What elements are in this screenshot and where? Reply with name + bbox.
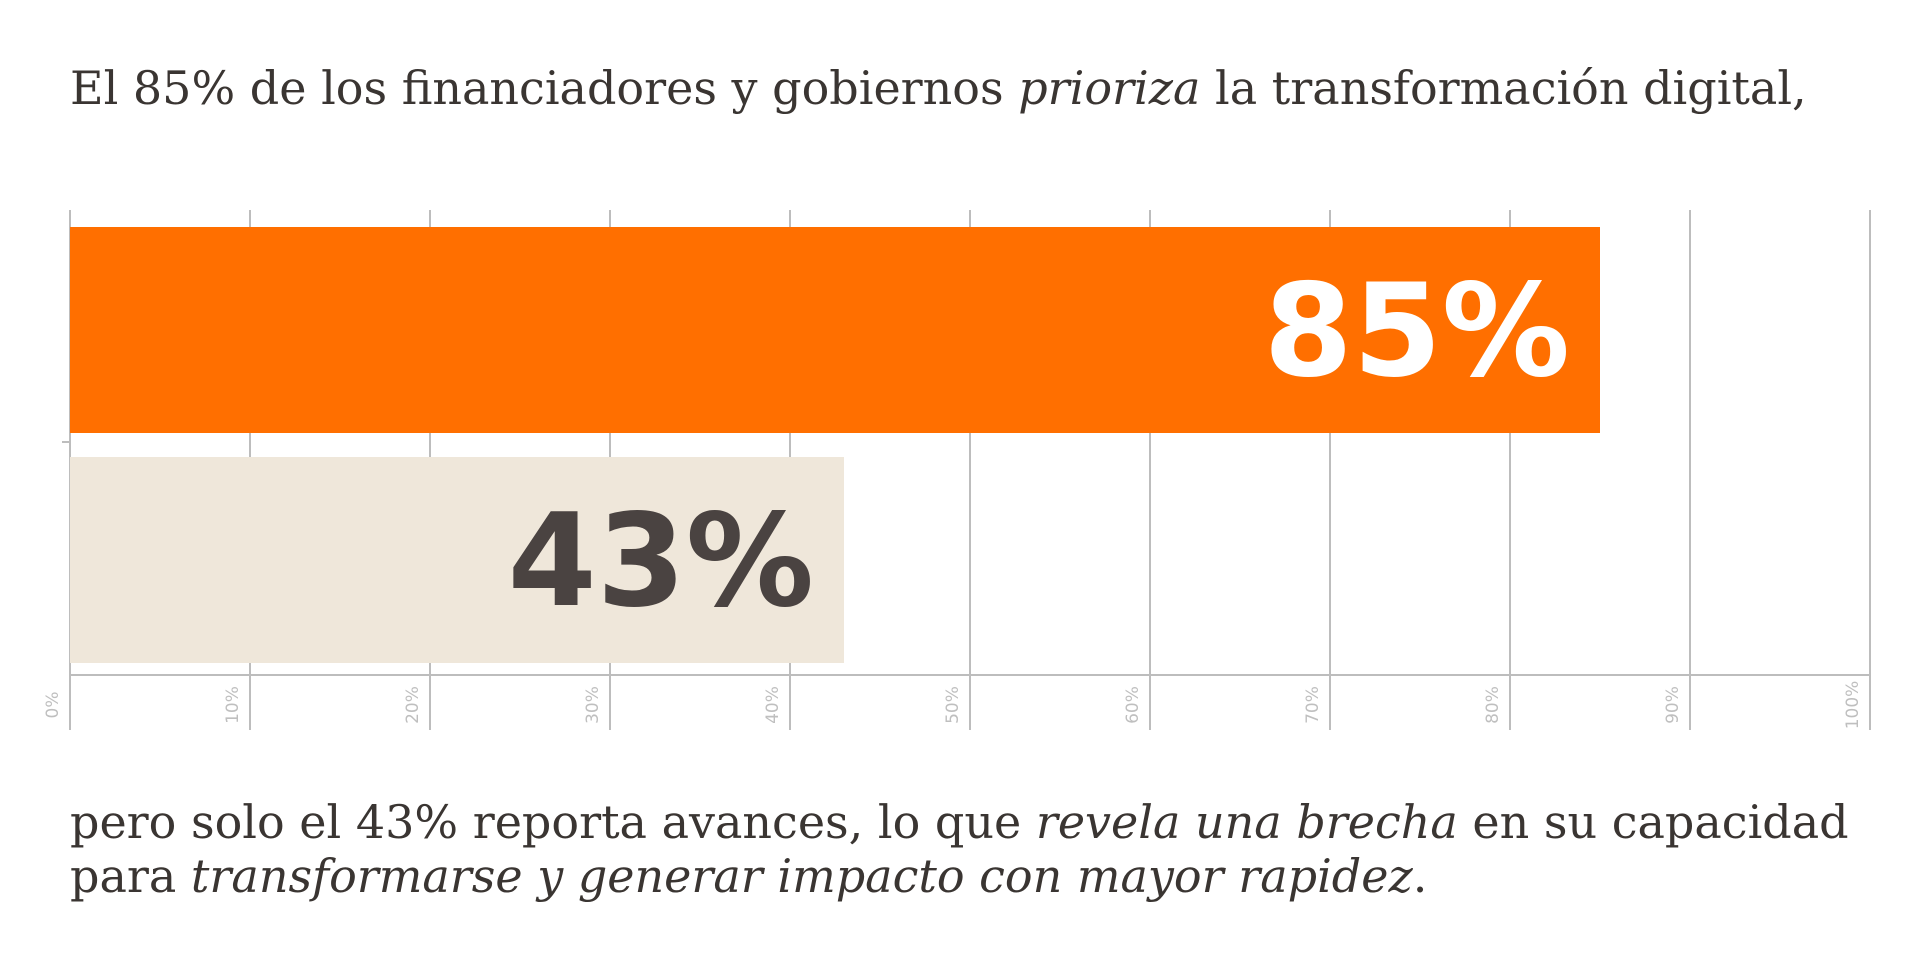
footnote-emphasis-b: transformarse y generar impacto con mayo… — [190, 849, 1413, 903]
bar — [70, 457, 844, 663]
x-tick-label: 80% — [1483, 686, 1503, 724]
x-tick-label: 90% — [1663, 686, 1683, 724]
bar-data-label: 85% — [1264, 257, 1570, 406]
heading-emphasis: prioriza — [1018, 61, 1201, 115]
x-tick-label: 40% — [763, 686, 783, 724]
x-tick-label: 60% — [1123, 686, 1143, 724]
x-tick-label: 20% — [403, 686, 423, 724]
x-tick-label: 30% — [583, 686, 603, 724]
heading-text-end: la transformación digital, — [1200, 61, 1807, 115]
footnote-text-c: para — [70, 849, 191, 903]
bar — [70, 227, 1600, 433]
bar-chart: 0% 10% 20% 30% 40% 50% 60% 70% 80% 90% 100% 85% 43% — [43, 210, 1871, 730]
footnote-line-2: para transformarse y generar impacto con… — [70, 849, 1870, 903]
footnote-emphasis-a: revela una brecha — [1035, 795, 1458, 849]
x-tick-label: 70% — [1303, 686, 1323, 724]
footnote-text-b: en su capacidad — [1457, 795, 1849, 849]
chart-footnote: pero solo el 43% reporta avances, lo que… — [70, 795, 1870, 903]
footnote-text-d: . — [1412, 849, 1428, 903]
x-tick-label: 0% — [43, 692, 63, 719]
bar-data-label: 43% — [508, 487, 814, 636]
x-tick-label: 50% — [943, 686, 963, 724]
x-tick-label: 100% — [1843, 681, 1863, 730]
footnote-text-a: pero solo el 43% reporta avances, lo que — [70, 795, 1036, 849]
chart-heading: El 85% de los financiadores y gobiernos … — [70, 58, 1870, 118]
heading-text-start: El 85% de los financiadores y gobiernos — [70, 61, 1019, 115]
footnote-line-1: pero solo el 43% reporta avances, lo que… — [70, 795, 1870, 849]
x-tick-label: 10% — [223, 686, 243, 724]
